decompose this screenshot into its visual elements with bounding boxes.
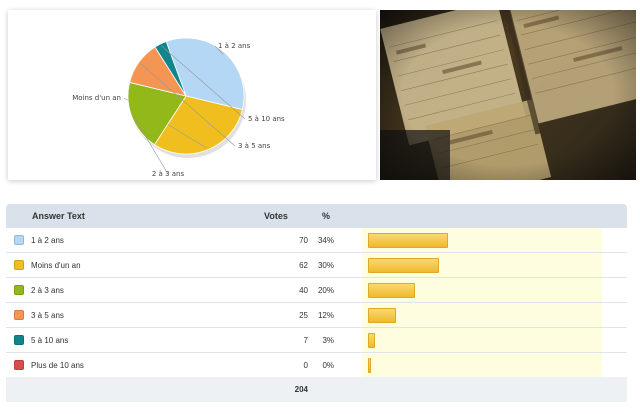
calendar-planner-photo xyxy=(380,10,636,180)
slice-leader-line xyxy=(133,116,169,175)
bar-cell xyxy=(362,228,602,252)
answer-label: 5 à 10 ans xyxy=(31,336,69,345)
color-swatch xyxy=(14,260,24,270)
pie-chart: 1 à 2 ans Moins d'un an 2 à 3 ans 3 à 5 ans… xyxy=(72,37,285,178)
votes-header: Votes xyxy=(264,211,288,221)
table-row: 2 à 3 ans 40 20% xyxy=(6,278,627,303)
bar-cell xyxy=(362,328,602,352)
color-swatch xyxy=(14,310,24,320)
answer-label: 2 à 3 ans xyxy=(31,286,64,295)
answer-label: 1 à 2 ans xyxy=(31,236,64,245)
result-bar xyxy=(368,283,415,298)
votes-count: 70 xyxy=(299,236,308,245)
result-bar xyxy=(368,333,375,348)
answer-label: Moins d'un an xyxy=(31,261,81,270)
slice-label: 1 à 2 ans xyxy=(218,42,251,50)
poll-results-table: Answer Text Votes % 1 à 2 ans 70 34% Moi… xyxy=(6,204,627,404)
result-bar xyxy=(368,308,396,323)
table-row: 1 à 2 ans 70 34% xyxy=(6,228,627,253)
poll-summary-panel: 1 à 2 ans Moins d'un an 2 à 3 ans 3 à 5 ans… xyxy=(0,0,640,190)
bar-cell xyxy=(362,278,602,302)
votes-count: 62 xyxy=(299,261,308,270)
color-swatch xyxy=(14,360,24,370)
bar-cell xyxy=(362,253,602,277)
result-bar xyxy=(368,233,448,248)
percent-value: 3% xyxy=(322,336,334,345)
votes-count: 25 xyxy=(299,311,308,320)
pie-chart-panel: 1 à 2 ans Moins d'un an 2 à 3 ans 3 à 5 ans… xyxy=(8,10,376,180)
votes-count: 0 xyxy=(303,361,308,370)
color-swatch xyxy=(14,335,24,345)
slice-label: 2 à 3 ans xyxy=(152,170,185,178)
answer-label: 3 à 5 ans xyxy=(31,311,64,320)
votes-count: 7 xyxy=(303,336,308,345)
percent-value: 34% xyxy=(317,236,334,245)
table-row: 3 à 5 ans 25 12% xyxy=(6,303,627,328)
pie-slice[interactable] xyxy=(165,37,245,111)
planner-photo-art xyxy=(380,10,636,180)
percent-value: 0% xyxy=(322,361,334,370)
result-bar xyxy=(368,358,371,373)
table-row: Moins d'un an 62 30% xyxy=(6,253,627,278)
slice-leader-line xyxy=(214,45,224,55)
color-swatch xyxy=(14,235,24,245)
slice-leader-line xyxy=(140,63,236,147)
pie-slice[interactable] xyxy=(153,95,243,155)
table-row: Plus de 10 ans 0 0% xyxy=(6,353,627,378)
percent-header: % xyxy=(322,211,331,221)
bar-cell xyxy=(362,353,602,377)
answer-label: Plus de 10 ans xyxy=(31,361,84,370)
slice-leader-line xyxy=(161,45,246,120)
votes-count: 40 xyxy=(299,286,308,295)
table-header: Answer Text Votes % xyxy=(6,204,627,228)
percent-value: 20% xyxy=(317,286,334,295)
total-votes: 204 xyxy=(294,385,308,394)
slice-label: Moins d'un an xyxy=(72,94,121,102)
total-row: 204 xyxy=(6,377,627,402)
percent-value: 12% xyxy=(317,311,334,320)
result-bar xyxy=(368,258,439,273)
slice-label: 3 à 5 ans xyxy=(238,142,271,150)
slice-label: 5 à 10 ans xyxy=(248,115,285,123)
answer-text-header: Answer Text xyxy=(32,211,85,221)
color-swatch xyxy=(14,285,24,295)
table-row: 5 à 10 ans 7 3% xyxy=(6,328,627,353)
percent-value: 30% xyxy=(317,261,334,270)
bar-cell xyxy=(362,303,602,327)
pie-slice[interactable] xyxy=(154,40,187,97)
pie-slice[interactable] xyxy=(127,81,187,146)
